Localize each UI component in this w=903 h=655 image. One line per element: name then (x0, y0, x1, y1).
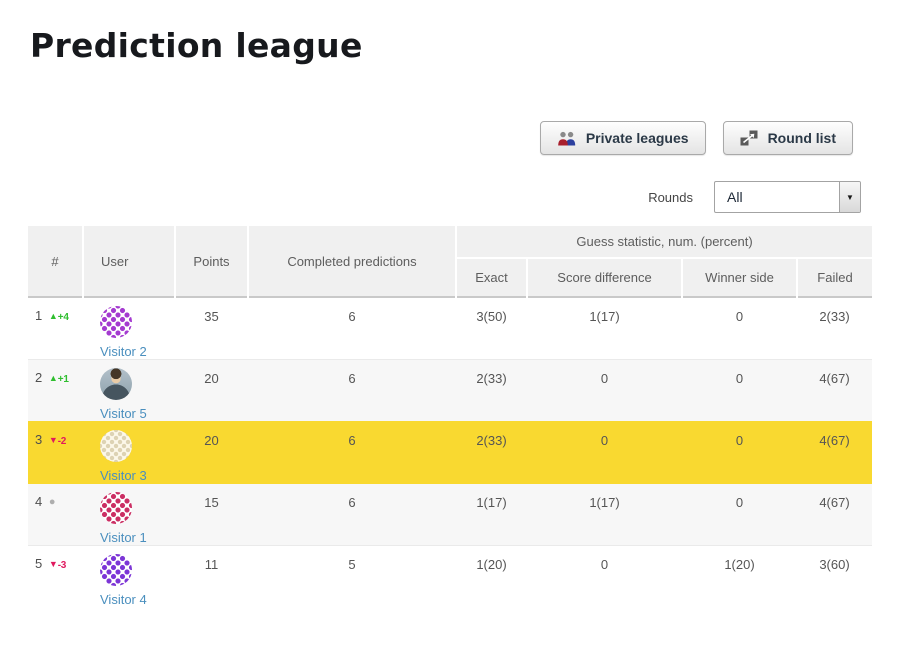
user-link[interactable]: Visitor 3 (100, 468, 147, 483)
table-row: 1 ▲+4 Visitor 2 35 6 3(50) 1(17) 0 2(33) (28, 297, 873, 360)
completed-cell: 5 (348, 557, 356, 572)
failed-cell: 2(33) (819, 309, 850, 324)
rank-number: 1 (35, 308, 43, 323)
round-list-button[interactable]: Round list (722, 121, 853, 155)
toolbar: Private leagues Round list (28, 121, 872, 155)
rank-up-icon: ▲ (48, 373, 58, 383)
rank-number: 2 (35, 370, 43, 385)
user-link[interactable]: Visitor 2 (100, 344, 147, 359)
rank-number: 5 (35, 556, 43, 571)
completed-cell: 6 (348, 309, 356, 324)
rounds-label: Rounds (648, 189, 693, 205)
rank-change-value: -2 (57, 436, 67, 447)
user-cell: Visitor 3 (83, 422, 175, 484)
rounds-filter: Rounds All ▼ (28, 181, 872, 213)
rank-change: ▼-2 (48, 432, 67, 447)
winner-side-cell: 0 (735, 495, 744, 510)
score-difference-cell: 1(17) (589, 495, 620, 510)
avatar (100, 492, 132, 524)
header-rank: # (28, 226, 84, 297)
table-row-highlighted: 3 ▼-2 Visitor 3 20 6 2(33) 0 0 4(67) (28, 421, 873, 484)
rank-no-change-icon: ● (48, 496, 56, 508)
avatar (100, 306, 132, 338)
score-difference-cell: 0 (600, 371, 609, 386)
rank-cell: 1 ▲+4 (28, 297, 83, 360)
score-difference-cell: 1(17) (589, 309, 620, 324)
steps-arrow-icon (740, 130, 759, 146)
header-exact: Exact (456, 258, 528, 297)
winner-side-cell: 1(20) (724, 557, 755, 572)
points-cell: 11 (204, 557, 219, 572)
private-leagues-label: Private leagues (585, 130, 689, 146)
completed-cell: 6 (348, 433, 356, 448)
rank-change: ▲+4 (49, 308, 69, 323)
rank-up-icon: ▲ (48, 311, 58, 321)
failed-cell: 4(67) (819, 433, 850, 448)
header-completed: Completed predictions (248, 226, 457, 297)
header-winner-side: Winner side (682, 258, 798, 297)
rounds-select-value: All (727, 189, 743, 205)
completed-cell: 6 (348, 495, 356, 510)
prediction-league-page: Prediction league Private leagues (0, 26, 903, 607)
winner-side-cell: 0 (735, 433, 744, 448)
points-cell: 20 (204, 433, 219, 448)
rank-change: ▲+1 (49, 370, 69, 385)
user-cell: Visitor 2 (83, 297, 175, 360)
rank-change-value: +4 (57, 312, 69, 323)
exact-cell: 1(20) (476, 557, 507, 572)
exact-cell: 2(33) (476, 433, 507, 448)
avatar (100, 368, 132, 400)
avatar (100, 554, 132, 586)
table-row: 2 ▲+1 Visitor 5 20 6 2(33) 0 0 4(67) (28, 359, 873, 422)
exact-cell: 2(33) (476, 371, 507, 386)
user-link[interactable]: Visitor 5 (100, 406, 147, 421)
table-row: 4 ● Visitor 1 15 6 1(17) 1(17) 0 4(67) (28, 483, 873, 546)
header-score-difference: Score difference (527, 258, 683, 297)
rank-down-icon: ▼ (48, 435, 58, 445)
user-cell: Visitor 5 (83, 360, 175, 422)
score-difference-cell: 0 (600, 557, 609, 572)
header-failed: Failed (797, 258, 873, 297)
points-cell: 15 (204, 495, 219, 510)
rank-change: ▼-3 (48, 556, 67, 571)
completed-cell: 6 (348, 371, 356, 386)
user-link[interactable]: Visitor 1 (100, 530, 147, 545)
rank-cell: 2 ▲+1 (28, 360, 83, 422)
score-difference-cell: 0 (600, 433, 609, 448)
exact-cell: 3(50) (476, 309, 507, 324)
points-cell: 20 (204, 371, 219, 386)
private-leagues-button[interactable]: Private leagues (539, 121, 706, 155)
rank-number: 3 (35, 432, 43, 447)
two-people-icon (557, 131, 577, 146)
exact-cell: 1(17) (476, 495, 507, 510)
rank-change-value: +1 (57, 374, 69, 385)
table-row: 5 ▼-3 Visitor 4 11 5 1(20) 0 1(20) 3(60) (28, 545, 873, 608)
round-list-label: Round list (767, 130, 836, 146)
failed-cell: 3(60) (819, 557, 850, 572)
rank-change: ● (49, 494, 56, 509)
rank-number: 4 (35, 494, 43, 509)
rank-change-value: -3 (57, 560, 67, 571)
failed-cell: 4(67) (819, 495, 850, 510)
rank-cell: 4 ● (28, 484, 83, 546)
prediction-league-table: # User Points Completed predictions Gues… (28, 226, 873, 608)
rank-down-icon: ▼ (48, 559, 58, 569)
header-points: Points (175, 226, 249, 297)
avatar (100, 430, 132, 462)
failed-cell: 4(67) (819, 371, 850, 386)
user-cell: Visitor 4 (83, 546, 175, 607)
header-guess-statistic-group: Guess statistic, num. (percent) (456, 226, 873, 259)
header-user: User (83, 226, 176, 297)
winner-side-cell: 0 (735, 309, 744, 324)
user-cell: Visitor 1 (83, 484, 175, 546)
rounds-select[interactable]: All ▼ (714, 181, 861, 213)
user-link[interactable]: Visitor 4 (100, 592, 147, 607)
table-header: # User Points Completed predictions Gues… (28, 226, 873, 297)
rank-cell: 5 ▼-3 (28, 546, 83, 608)
page-title: Prediction league (30, 26, 363, 65)
winner-side-cell: 0 (735, 371, 744, 386)
points-cell: 35 (204, 309, 219, 324)
chevron-down-icon[interactable]: ▼ (839, 182, 860, 212)
rank-cell: 3 ▼-2 (28, 422, 83, 484)
